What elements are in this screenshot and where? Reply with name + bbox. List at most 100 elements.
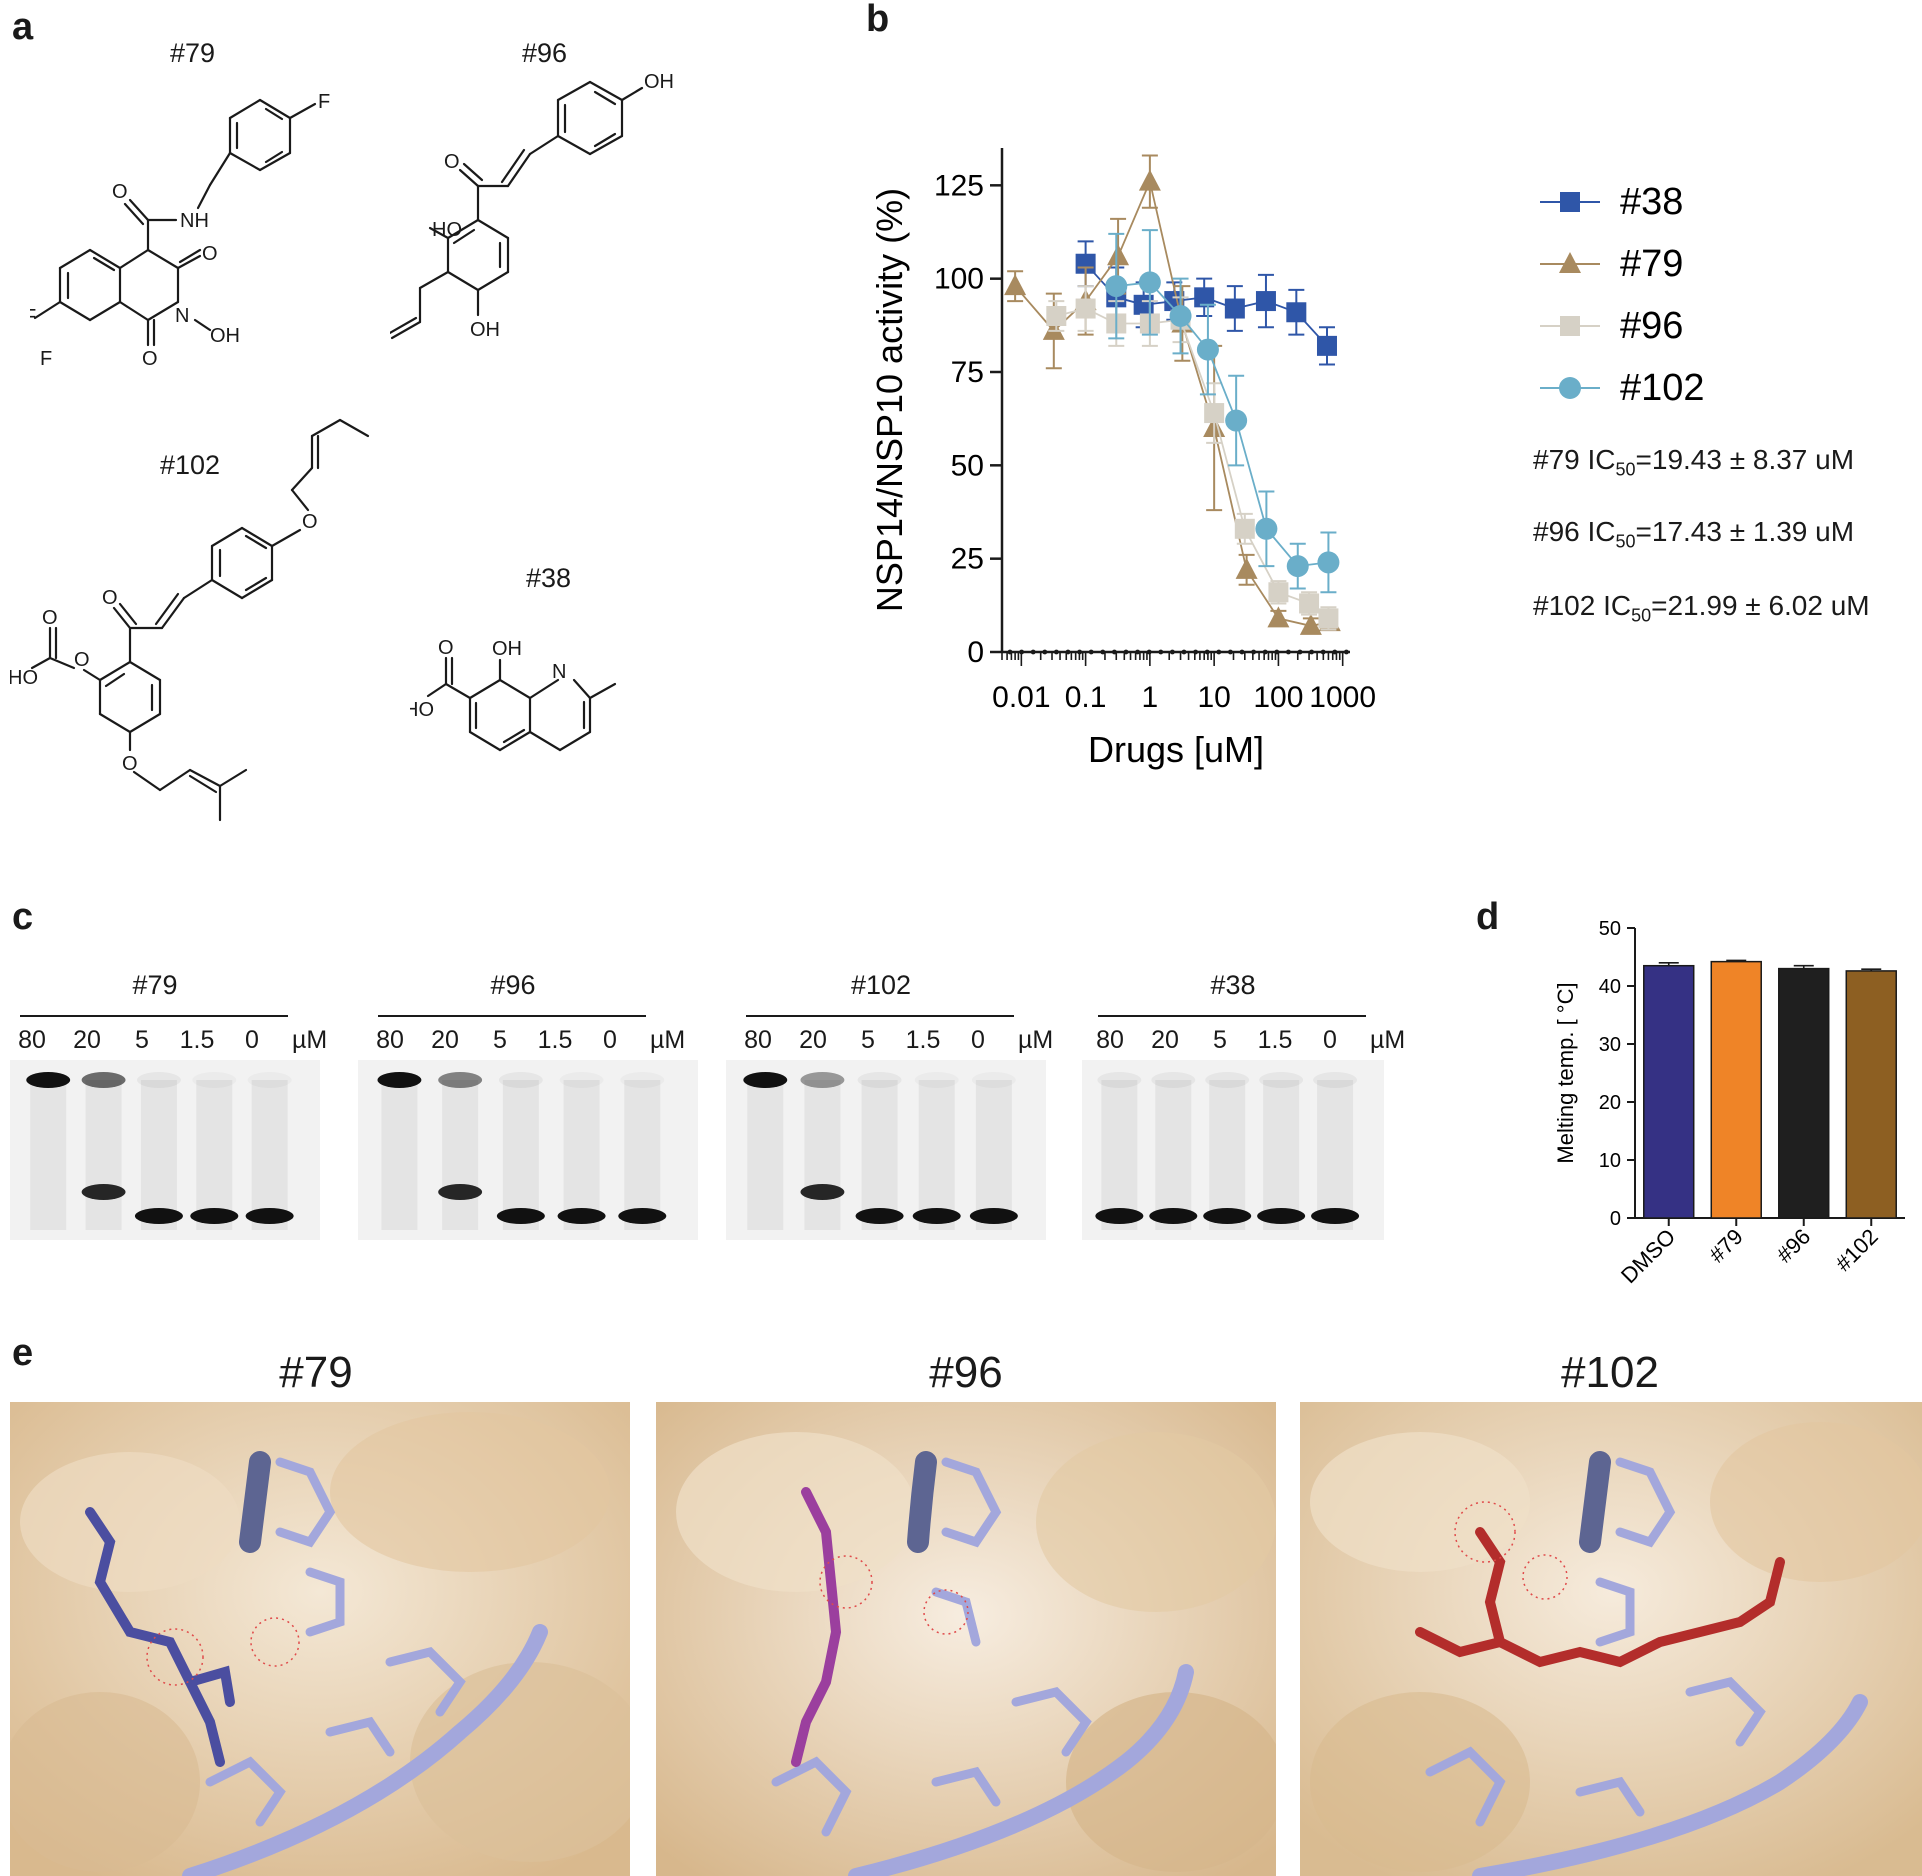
gel-rule	[378, 1015, 646, 1017]
gel-band-substrate	[743, 1072, 788, 1088]
gel-rule	[746, 1015, 1014, 1017]
gel-concentration-label: 1.5	[905, 1026, 941, 1054]
gel-band-product	[969, 1208, 1018, 1224]
gel-concentration-label: 20	[431, 1026, 459, 1054]
docking-view-96	[656, 1402, 1276, 1876]
gel-concentration-label: 5	[135, 1026, 149, 1054]
panel-letter-e: e	[12, 1332, 34, 1374]
atom-label: F	[318, 91, 330, 113]
structure-title-79: #79	[279, 1348, 353, 1397]
atom-label: O	[202, 243, 218, 265]
gel-concentration-label: 5	[493, 1026, 507, 1054]
gel-band-substrate	[192, 1072, 236, 1088]
baseline-dot	[1112, 649, 1117, 655]
data-point	[1138, 271, 1161, 294]
baseline-dot	[1251, 649, 1256, 655]
ic50-label-96: #96 IC50=17.43 ± 1.39 uM	[1533, 516, 1855, 552]
gel-concentration-label: 0	[245, 1026, 259, 1054]
x-axis-label: Drugs [uM]	[1088, 729, 1264, 770]
gel-band-product	[190, 1208, 239, 1224]
data-point	[1046, 306, 1067, 326]
gel-concentration-label: 20	[73, 1026, 101, 1054]
atom-label: O	[102, 587, 118, 609]
gel-rule	[1098, 1015, 1366, 1017]
data-point	[1107, 244, 1130, 266]
atom-label: F	[30, 306, 36, 328]
compound-label-79: #79	[170, 38, 216, 68]
gel-band-substrate	[81, 1072, 126, 1088]
data-point	[1318, 608, 1339, 629]
atom-label: O	[444, 151, 460, 173]
data-point	[1224, 298, 1245, 319]
x-tick-label: 0.01	[992, 681, 1050, 714]
ic50-label-79: #79 IC50=19.43 ± 8.37 uM	[1533, 444, 1855, 480]
x-tick-label: 1	[1142, 681, 1159, 714]
gel-unit-label: µM	[1370, 1026, 1406, 1054]
gel-concentration-label: 1.5	[179, 1026, 215, 1054]
data-point	[1235, 557, 1258, 579]
atom-label: F	[40, 348, 52, 370]
baseline-dot	[1297, 649, 1303, 655]
data-point	[1196, 338, 1219, 361]
gel-unit-label: µM	[650, 1026, 686, 1054]
baseline-dot	[1042, 649, 1048, 655]
gel-band-substrate	[560, 1072, 604, 1088]
gel-band-substrate	[377, 1072, 422, 1088]
data-point	[1560, 316, 1580, 336]
x-tick-label: #102	[1830, 1224, 1882, 1276]
data-point	[1268, 582, 1289, 603]
data-point	[1560, 192, 1580, 212]
gel-band-substrate	[972, 1072, 1016, 1088]
panel-letter-a: a	[12, 6, 34, 48]
x-tick-label: 100	[1253, 681, 1303, 714]
y-tick-label: 0	[1610, 1208, 1621, 1230]
atom-label: O	[42, 607, 58, 629]
panel-letter-d: d	[1476, 896, 1500, 938]
atom-label: O	[142, 348, 158, 370]
melting-temp-chart: 0 10 20 30 40 50 Melting temp. [ °C] DMSO #79 #96…	[1553, 918, 1905, 1288]
gel-band-intermediate	[800, 1184, 845, 1200]
gel-band-substrate	[26, 1072, 71, 1088]
data-point	[1255, 517, 1278, 540]
atom-label: NH	[180, 210, 209, 232]
data-point	[1075, 253, 1096, 274]
data-point	[1559, 252, 1581, 273]
baseline-dot	[1170, 649, 1175, 655]
legend-label: #102	[1620, 367, 1705, 409]
baseline-dot	[1007, 649, 1013, 655]
bar	[1778, 967, 1830, 1219]
bar	[1643, 964, 1695, 1219]
data-point	[1299, 613, 1322, 635]
baseline-dot	[1228, 649, 1233, 655]
legend-label: #96	[1620, 305, 1683, 347]
y-tick-label: 75	[951, 356, 984, 389]
data-point	[1138, 169, 1161, 191]
structure-102: O O O O HO O	[10, 418, 370, 822]
gel-image	[726, 1060, 1046, 1240]
gel-band-substrate	[498, 1072, 543, 1088]
gel-unit-label: µM	[1018, 1026, 1054, 1054]
gel-concentration-label: 0	[1323, 1026, 1337, 1054]
y-tick-label: 40	[1599, 976, 1621, 998]
baseline-dot	[1239, 649, 1245, 655]
atom-label: OH	[644, 71, 674, 93]
gel-concentration-label: 0	[971, 1026, 985, 1054]
data-point	[1234, 518, 1255, 539]
data-point	[1255, 291, 1276, 312]
gel-band-intermediate	[81, 1184, 126, 1200]
y-tick-label: 125	[934, 169, 984, 202]
gel-concentration-label: 80	[1096, 1026, 1124, 1054]
gel-band-substrate	[915, 1072, 959, 1088]
data-point	[1075, 298, 1096, 319]
x-tick-label: 1000	[1309, 681, 1376, 714]
structure-38: N OH O HO	[410, 640, 617, 752]
atom-label: O	[74, 649, 90, 671]
gel-band-substrate	[857, 1072, 902, 1088]
data-point	[1004, 274, 1027, 296]
gel-band-substrate	[438, 1072, 483, 1088]
baseline-dot	[1274, 649, 1280, 655]
gel-image	[358, 1060, 698, 1240]
baseline-dot	[1204, 649, 1210, 655]
compound-label-102: #102	[160, 450, 221, 480]
gel-band-substrate	[1259, 1072, 1304, 1088]
